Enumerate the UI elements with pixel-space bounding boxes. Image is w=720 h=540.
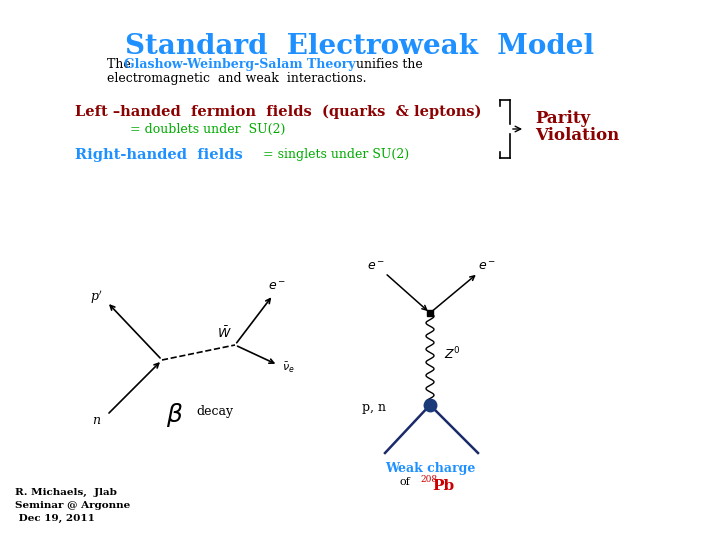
Text: $\bar{\nu}_e$: $\bar{\nu}_e$: [282, 361, 294, 375]
Text: Left –handed  fermion  fields  (quarks  & leptons): Left –handed fermion fields (quarks & le…: [75, 105, 482, 119]
Text: Right-handed  fields: Right-handed fields: [75, 148, 243, 162]
Text: $e^-$: $e^-$: [268, 280, 287, 294]
Text: n: n: [92, 414, 100, 427]
Text: = singlets under SU(2): = singlets under SU(2): [263, 148, 409, 161]
Text: $\bar{W}$: $\bar{W}$: [217, 325, 231, 341]
Text: p, n: p, n: [362, 402, 386, 415]
Text: R. Michaels,  Jlab: R. Michaels, Jlab: [15, 488, 117, 497]
Text: Glashow-Weinberg-Salam Theory: Glashow-Weinberg-Salam Theory: [124, 58, 356, 71]
Text: Pb: Pb: [432, 479, 454, 493]
Text: $Z^0$: $Z^0$: [444, 346, 461, 362]
Text: Weak charge: Weak charge: [384, 462, 475, 475]
Text: $e^-$: $e^-$: [366, 260, 385, 273]
Text: unifies the: unifies the: [348, 58, 423, 71]
Text: Dec 19, 2011: Dec 19, 2011: [15, 514, 95, 523]
Text: Parity: Parity: [535, 110, 590, 127]
Text: Seminar @ Argonne: Seminar @ Argonne: [15, 501, 130, 510]
Text: of: of: [400, 477, 410, 487]
Text: $e^-$: $e^-$: [478, 260, 496, 273]
Text: The: The: [107, 58, 135, 71]
Text: Standard  Electroweak  Model: Standard Electroweak Model: [125, 33, 595, 60]
Text: electromagnetic  and weak  interactions.: electromagnetic and weak interactions.: [107, 72, 366, 85]
Text: = doublets under  SU(2): = doublets under SU(2): [130, 123, 285, 136]
Text: 208: 208: [420, 475, 437, 484]
Text: Violation: Violation: [535, 127, 619, 144]
Text: $\beta$: $\beta$: [166, 401, 184, 429]
Text: p$'$: p$'$: [90, 288, 102, 306]
Text: decay: decay: [196, 406, 233, 419]
